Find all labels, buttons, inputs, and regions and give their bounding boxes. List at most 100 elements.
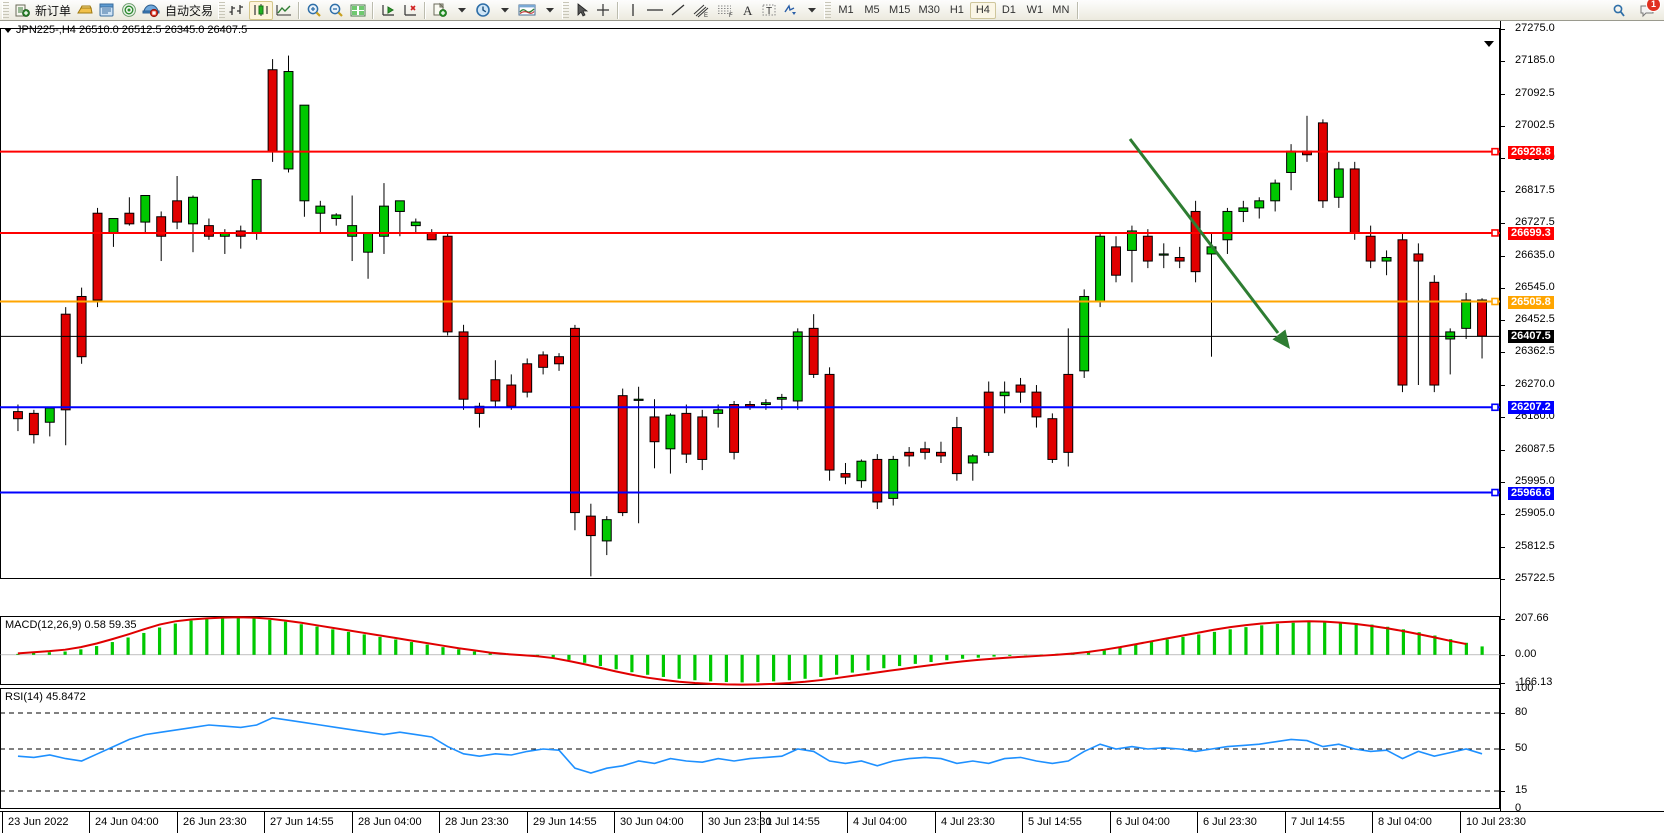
trend-arrow-head[interactable]: [1272, 329, 1290, 349]
level-handle-resistance-lower[interactable]: [1491, 229, 1499, 237]
price-tick-label: 26362.5: [1515, 345, 1555, 358]
macd-pane-border: [0, 616, 1500, 685]
timeframe-m1[interactable]: M1: [838, 4, 854, 16]
price-tick: [1501, 416, 1505, 418]
price-label-resistance-lower[interactable]: 26699.3: [1508, 226, 1554, 240]
gold-bar-icon[interactable]: [74, 1, 96, 20]
fibonacci-icon[interactable]: F: [713, 1, 737, 20]
price-tick: [1501, 287, 1505, 289]
timeframe-m30[interactable]: M30: [918, 4, 940, 16]
level-handle-pivot[interactable]: [1491, 297, 1499, 306]
candlestick-chart-icon[interactable]: [249, 0, 274, 20]
time-tick-label: 8 Jul 04:00: [1378, 816, 1432, 828]
time-tick-label: 7 Jul 14:55: [1291, 816, 1345, 828]
candle-body: [1397, 239, 1408, 386]
axis-tick: [1501, 619, 1505, 620]
cursor-arrow-icon[interactable]: [571, 1, 592, 20]
price-label-resistance-upper[interactable]: 26928.8: [1508, 145, 1554, 159]
price-axis[interactable]: 27275.027185.027092.527002.526910.026817…: [1500, 21, 1664, 814]
chart-canvas[interactable]: [0, 21, 1500, 811]
chart-menu-arrow-icon[interactable]: [1484, 41, 1494, 47]
svg-text:T: T: [766, 6, 772, 17]
timeframe-h1[interactable]: H1: [949, 4, 964, 16]
autotrading-icon[interactable]: [140, 1, 162, 20]
toolbar-grip-3[interactable]: [562, 1, 570, 19]
timeframe-d1[interactable]: D1: [1001, 4, 1016, 16]
zoom-out-icon[interactable]: [325, 1, 347, 20]
price-tick-label: 26817.5: [1515, 184, 1555, 197]
candle-body: [665, 414, 676, 450]
notifications-icon[interactable]: 1: [1636, 0, 1661, 20]
candle-body: [251, 179, 262, 234]
templates-icon[interactable]: [515, 1, 539, 20]
new-order-icon[interactable]: [11, 1, 32, 20]
timeframe-w1[interactable]: W1: [1026, 4, 1044, 16]
add-indicator-icon[interactable]: [429, 1, 451, 20]
zoom-in-icon[interactable]: [303, 1, 325, 20]
price-label-support-lower[interactable]: 25966.6: [1508, 486, 1554, 500]
terminal-window-icon[interactable]: [96, 1, 118, 20]
rsi-tick-label: 50: [1515, 742, 1528, 754]
price-tick: [1501, 29, 1505, 30]
templates-dropdown-arrow[interactable]: [539, 1, 560, 20]
timeframe-m15[interactable]: M15: [889, 4, 911, 16]
candle-body: [713, 409, 724, 414]
toolbar-right-group: 1: [1608, 0, 1661, 21]
line-chart-icon[interactable]: [273, 1, 295, 20]
time-axis[interactable]: 23 Jun 2022 24 Jun 04:00 26 Jun 23:30 27 Ju…: [0, 811, 1664, 833]
trend-arrow-shaft[interactable]: [1128, 138, 1280, 334]
toolbar-grip-2[interactable]: [218, 1, 226, 19]
search-icon[interactable]: [1608, 1, 1630, 20]
timeframe-h4[interactable]: H4: [969, 1, 996, 19]
horizontal-line-icon[interactable]: [643, 1, 667, 20]
price-tick-label: 26545.0: [1515, 280, 1555, 293]
time-tick-label: 6 Jul 04:00: [1116, 816, 1170, 828]
text-box-icon[interactable]: T: [758, 1, 779, 20]
vertical-line-icon[interactable]: [622, 1, 643, 20]
candle-body: [856, 460, 867, 482]
level-handle-resistance-upper[interactable]: [1491, 147, 1499, 156]
signal-radar-icon[interactable]: [118, 1, 140, 20]
candle-body: [347, 225, 358, 237]
candle-body: [442, 235, 453, 333]
toolbar-grip[interactable]: [2, 1, 9, 19]
arrows-shapes-icon[interactable]: [779, 1, 801, 20]
candle-body: [283, 71, 294, 170]
candle-body: [569, 327, 580, 514]
data-window-icon[interactable]: [347, 1, 369, 20]
candle-body: [1222, 210, 1233, 241]
timeframe-m5[interactable]: M5: [864, 4, 880, 16]
arrows-dropdown-arrow[interactable]: [801, 1, 822, 20]
chart-shift-icon[interactable]: [399, 1, 421, 20]
add-indicator-dropdown-arrow[interactable]: [451, 1, 472, 20]
price-tick: [1501, 514, 1505, 516]
macd-zero-label: 0.00: [1515, 647, 1537, 660]
autotrading-label[interactable]: 自动交易: [165, 3, 214, 18]
axis-tick: [1501, 683, 1505, 684]
timeframe-mn[interactable]: MN: [1052, 4, 1070, 16]
candle-body: [363, 232, 374, 253]
new-order-label[interactable]: 新订单: [35, 3, 72, 18]
period-dropdown-arrow[interactable]: [494, 1, 515, 20]
price-label-support-upper[interactable]: 26207.2: [1508, 401, 1554, 415]
price-tick-label: 27002.5: [1515, 118, 1555, 131]
text-label-icon[interactable]: A: [737, 1, 758, 20]
time-tick: [1372, 812, 1373, 833]
macd-min-label: -166.13: [1515, 676, 1553, 688]
candle-body: [124, 212, 135, 225]
price-label-last-price[interactable]: 26407.5: [1508, 330, 1554, 344]
level-handle-support-lower[interactable]: [1491, 488, 1499, 497]
toolbar-grip-4[interactable]: [824, 1, 832, 19]
candle-body: [60, 313, 71, 411]
chart-collapse-triangle-icon[interactable]: [4, 27, 12, 33]
chart-plot-area[interactable]: [0, 21, 1500, 811]
equidistant-channel-icon[interactable]: E: [689, 1, 713, 20]
level-handle-support-upper[interactable]: [1491, 403, 1499, 412]
period-clock-icon[interactable]: [472, 1, 494, 20]
trendline-icon[interactable]: [667, 1, 689, 20]
bar-chart-icon[interactable]: [227, 1, 249, 20]
price-label-pivot[interactable]: 26505.8: [1508, 295, 1554, 309]
auto-scroll-icon[interactable]: [377, 1, 399, 20]
crosshair-icon[interactable]: [592, 1, 614, 20]
toolbar-separator-5: [1076, 1, 1079, 19]
